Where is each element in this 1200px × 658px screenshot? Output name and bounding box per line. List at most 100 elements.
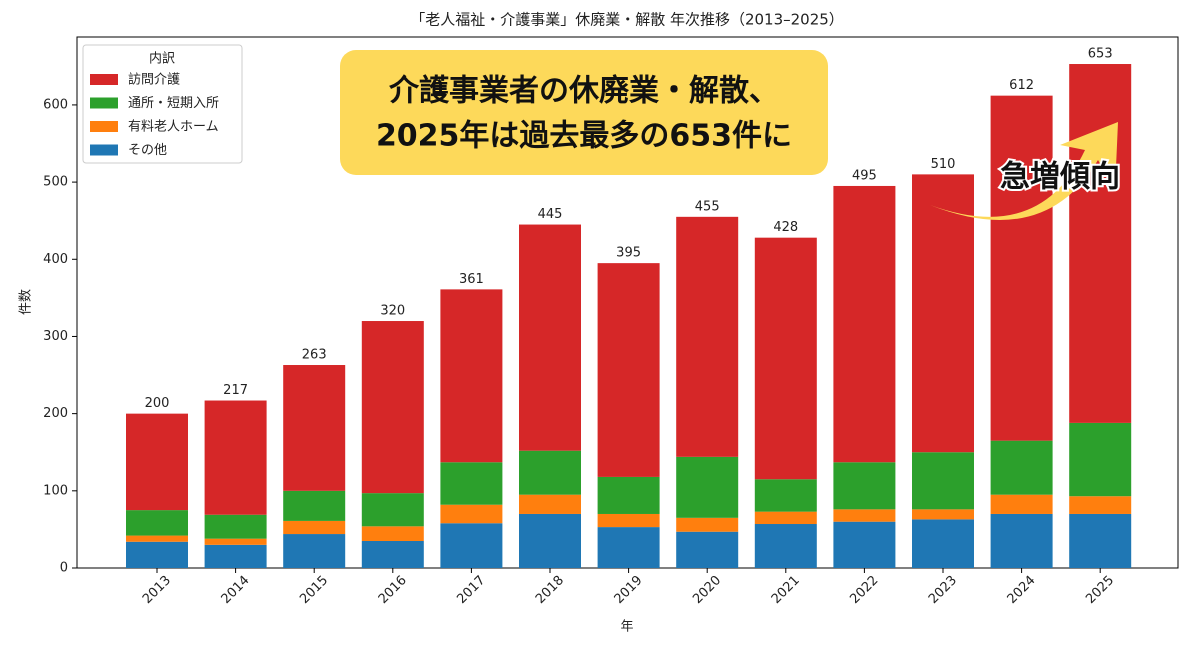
bar-segment xyxy=(1069,422,1132,497)
legend-swatch xyxy=(90,121,118,132)
x-tick-label: 2013 xyxy=(140,573,174,607)
total-label: 395 xyxy=(616,246,641,261)
bar-segment xyxy=(126,535,188,542)
bar-segment xyxy=(519,224,581,451)
bar-segment xyxy=(833,521,896,568)
bar-segment xyxy=(597,263,660,477)
x-tick-label: 2015 xyxy=(297,573,331,607)
x-tick-label: 2025 xyxy=(1083,573,1117,607)
total-label: 495 xyxy=(852,168,877,183)
arrow-label: 急増傾向 xyxy=(1000,160,1120,195)
legend-label: その他 xyxy=(128,143,167,158)
bar-segment xyxy=(204,514,267,539)
total-label: 445 xyxy=(538,207,563,222)
bar-segment xyxy=(754,237,817,480)
bar-segment xyxy=(597,476,660,514)
bar-segment xyxy=(597,513,660,528)
bar-segment xyxy=(990,440,1053,495)
bar-segment xyxy=(676,531,739,568)
total-label: 200 xyxy=(145,396,170,411)
y-axis-label: 件数 xyxy=(19,289,34,315)
y-tick-label: 400 xyxy=(43,252,68,267)
bar-segment xyxy=(912,509,974,520)
bar-segment xyxy=(990,513,1053,568)
bar-segment xyxy=(912,174,974,453)
bar-segment xyxy=(361,526,424,541)
bar-segment xyxy=(597,527,660,568)
legend-box xyxy=(82,44,243,164)
bar-segment xyxy=(283,534,346,568)
legend-label: 有料老人ホーム xyxy=(128,120,219,135)
bar-segment xyxy=(754,524,817,568)
bar-segment xyxy=(361,321,424,494)
bar-segment xyxy=(204,400,267,515)
bar-segment xyxy=(519,513,581,568)
x-tick-label: 2020 xyxy=(690,573,724,607)
bar-segment xyxy=(833,185,896,463)
bar-segment xyxy=(126,541,188,568)
bar-segment xyxy=(204,538,267,545)
legend-swatch xyxy=(90,144,118,156)
bar-segment xyxy=(676,517,739,532)
bar-segment xyxy=(204,544,267,568)
bar-segment xyxy=(990,494,1053,514)
annotation: 介護事業者の休廃業・解散、 2025年は過去最多の653件に 急増傾向 xyxy=(340,50,1122,220)
x-tick-label: 2022 xyxy=(847,573,881,607)
legend-label: 訪問介護 xyxy=(128,72,180,88)
legend-swatch xyxy=(90,74,118,85)
chart-title: 「老人福祉・介護事業」休廃業・解散 年次推移（2013–2025） xyxy=(410,11,844,29)
legend-label: 通所・短期入所 xyxy=(128,96,219,111)
x-tick-label: 2018 xyxy=(533,573,567,607)
x-tick-label: 2014 xyxy=(219,573,253,607)
bar-segment xyxy=(440,523,503,568)
bar-segment xyxy=(912,519,974,568)
bar-segment xyxy=(1069,496,1132,514)
bar-segment xyxy=(912,452,974,510)
bar-segment xyxy=(440,462,503,505)
total-label: 217 xyxy=(223,383,248,398)
total-label: 510 xyxy=(931,157,956,172)
total-label: 428 xyxy=(773,220,798,235)
bar-segment xyxy=(283,365,346,491)
bar-segment xyxy=(440,504,503,524)
bar-segment xyxy=(1069,513,1132,568)
y-tick-label: 200 xyxy=(43,406,68,421)
x-tick-label: 2021 xyxy=(769,573,803,607)
total-label: 320 xyxy=(380,304,405,319)
bar-segment xyxy=(126,413,188,511)
y-tick-label: 300 xyxy=(43,329,68,344)
trend-arrow xyxy=(930,122,1118,220)
legend-swatch xyxy=(90,97,118,109)
bar-segment xyxy=(440,289,503,463)
bar-segment xyxy=(361,493,424,527)
x-axis-label: 年 xyxy=(620,620,633,635)
annotation-text: 介護事業者の休廃業・解散、 xyxy=(388,74,779,109)
x-tick-label: 2023 xyxy=(926,573,960,607)
bar-segment xyxy=(833,462,896,510)
bar-segment xyxy=(754,511,817,525)
bar-segment xyxy=(1069,64,1132,423)
y-tick-label: 500 xyxy=(43,175,68,190)
legend-title: 内訳 xyxy=(149,51,175,67)
total-label: 263 xyxy=(302,348,327,363)
annotation-text: 2025年は過去最多の653件に xyxy=(376,119,792,154)
y-tick-label: 0 xyxy=(60,561,68,576)
y-tick-label: 600 xyxy=(43,97,68,112)
y-tick-label: 100 xyxy=(43,483,68,498)
x-tick-label: 2019 xyxy=(612,573,646,607)
total-label: 612 xyxy=(1009,78,1034,93)
x-tick-label: 2024 xyxy=(1005,573,1039,607)
x-tick-label: 2017 xyxy=(454,573,488,607)
total-label: 653 xyxy=(1088,47,1113,62)
bar-segment xyxy=(126,510,188,536)
bar-segment xyxy=(519,450,581,495)
bar-segment xyxy=(676,456,739,518)
bar-segment xyxy=(676,216,739,457)
bar-segment xyxy=(990,95,1053,441)
total-label: 455 xyxy=(695,199,720,214)
bar-segment xyxy=(283,520,346,535)
bar-segment xyxy=(361,540,424,568)
total-label: 361 xyxy=(459,272,484,287)
